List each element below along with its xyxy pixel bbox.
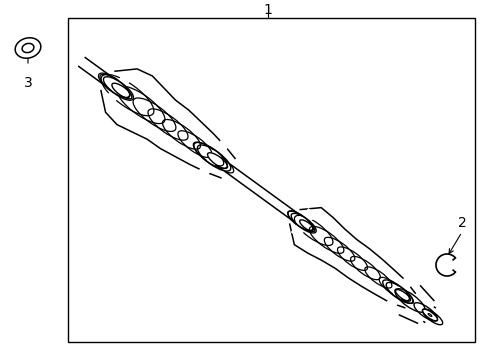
Polygon shape	[225, 165, 297, 220]
Polygon shape	[362, 259, 393, 294]
Polygon shape	[101, 69, 137, 112]
Polygon shape	[198, 139, 230, 177]
Polygon shape	[79, 58, 111, 85]
Polygon shape	[175, 122, 213, 165]
Polygon shape	[117, 76, 164, 132]
Polygon shape	[132, 88, 175, 139]
Polygon shape	[291, 208, 317, 238]
Polygon shape	[399, 286, 434, 323]
Polygon shape	[147, 100, 189, 149]
Polygon shape	[205, 145, 235, 178]
Polygon shape	[386, 277, 413, 309]
Polygon shape	[424, 307, 435, 322]
Ellipse shape	[15, 38, 41, 58]
Polygon shape	[105, 69, 152, 125]
Ellipse shape	[22, 44, 34, 53]
Polygon shape	[389, 280, 416, 308]
Text: 2: 2	[458, 216, 466, 230]
Polygon shape	[294, 208, 333, 253]
Text: 1: 1	[264, 3, 272, 17]
Polygon shape	[308, 218, 345, 260]
Polygon shape	[190, 133, 224, 172]
Polygon shape	[348, 249, 382, 286]
Bar	[68, 18, 475, 342]
Polygon shape	[161, 110, 201, 157]
Polygon shape	[375, 269, 405, 302]
Polygon shape	[104, 71, 133, 106]
Ellipse shape	[422, 309, 438, 321]
Polygon shape	[322, 229, 357, 269]
Polygon shape	[336, 239, 369, 278]
Polygon shape	[290, 208, 321, 245]
Text: 3: 3	[24, 76, 32, 90]
